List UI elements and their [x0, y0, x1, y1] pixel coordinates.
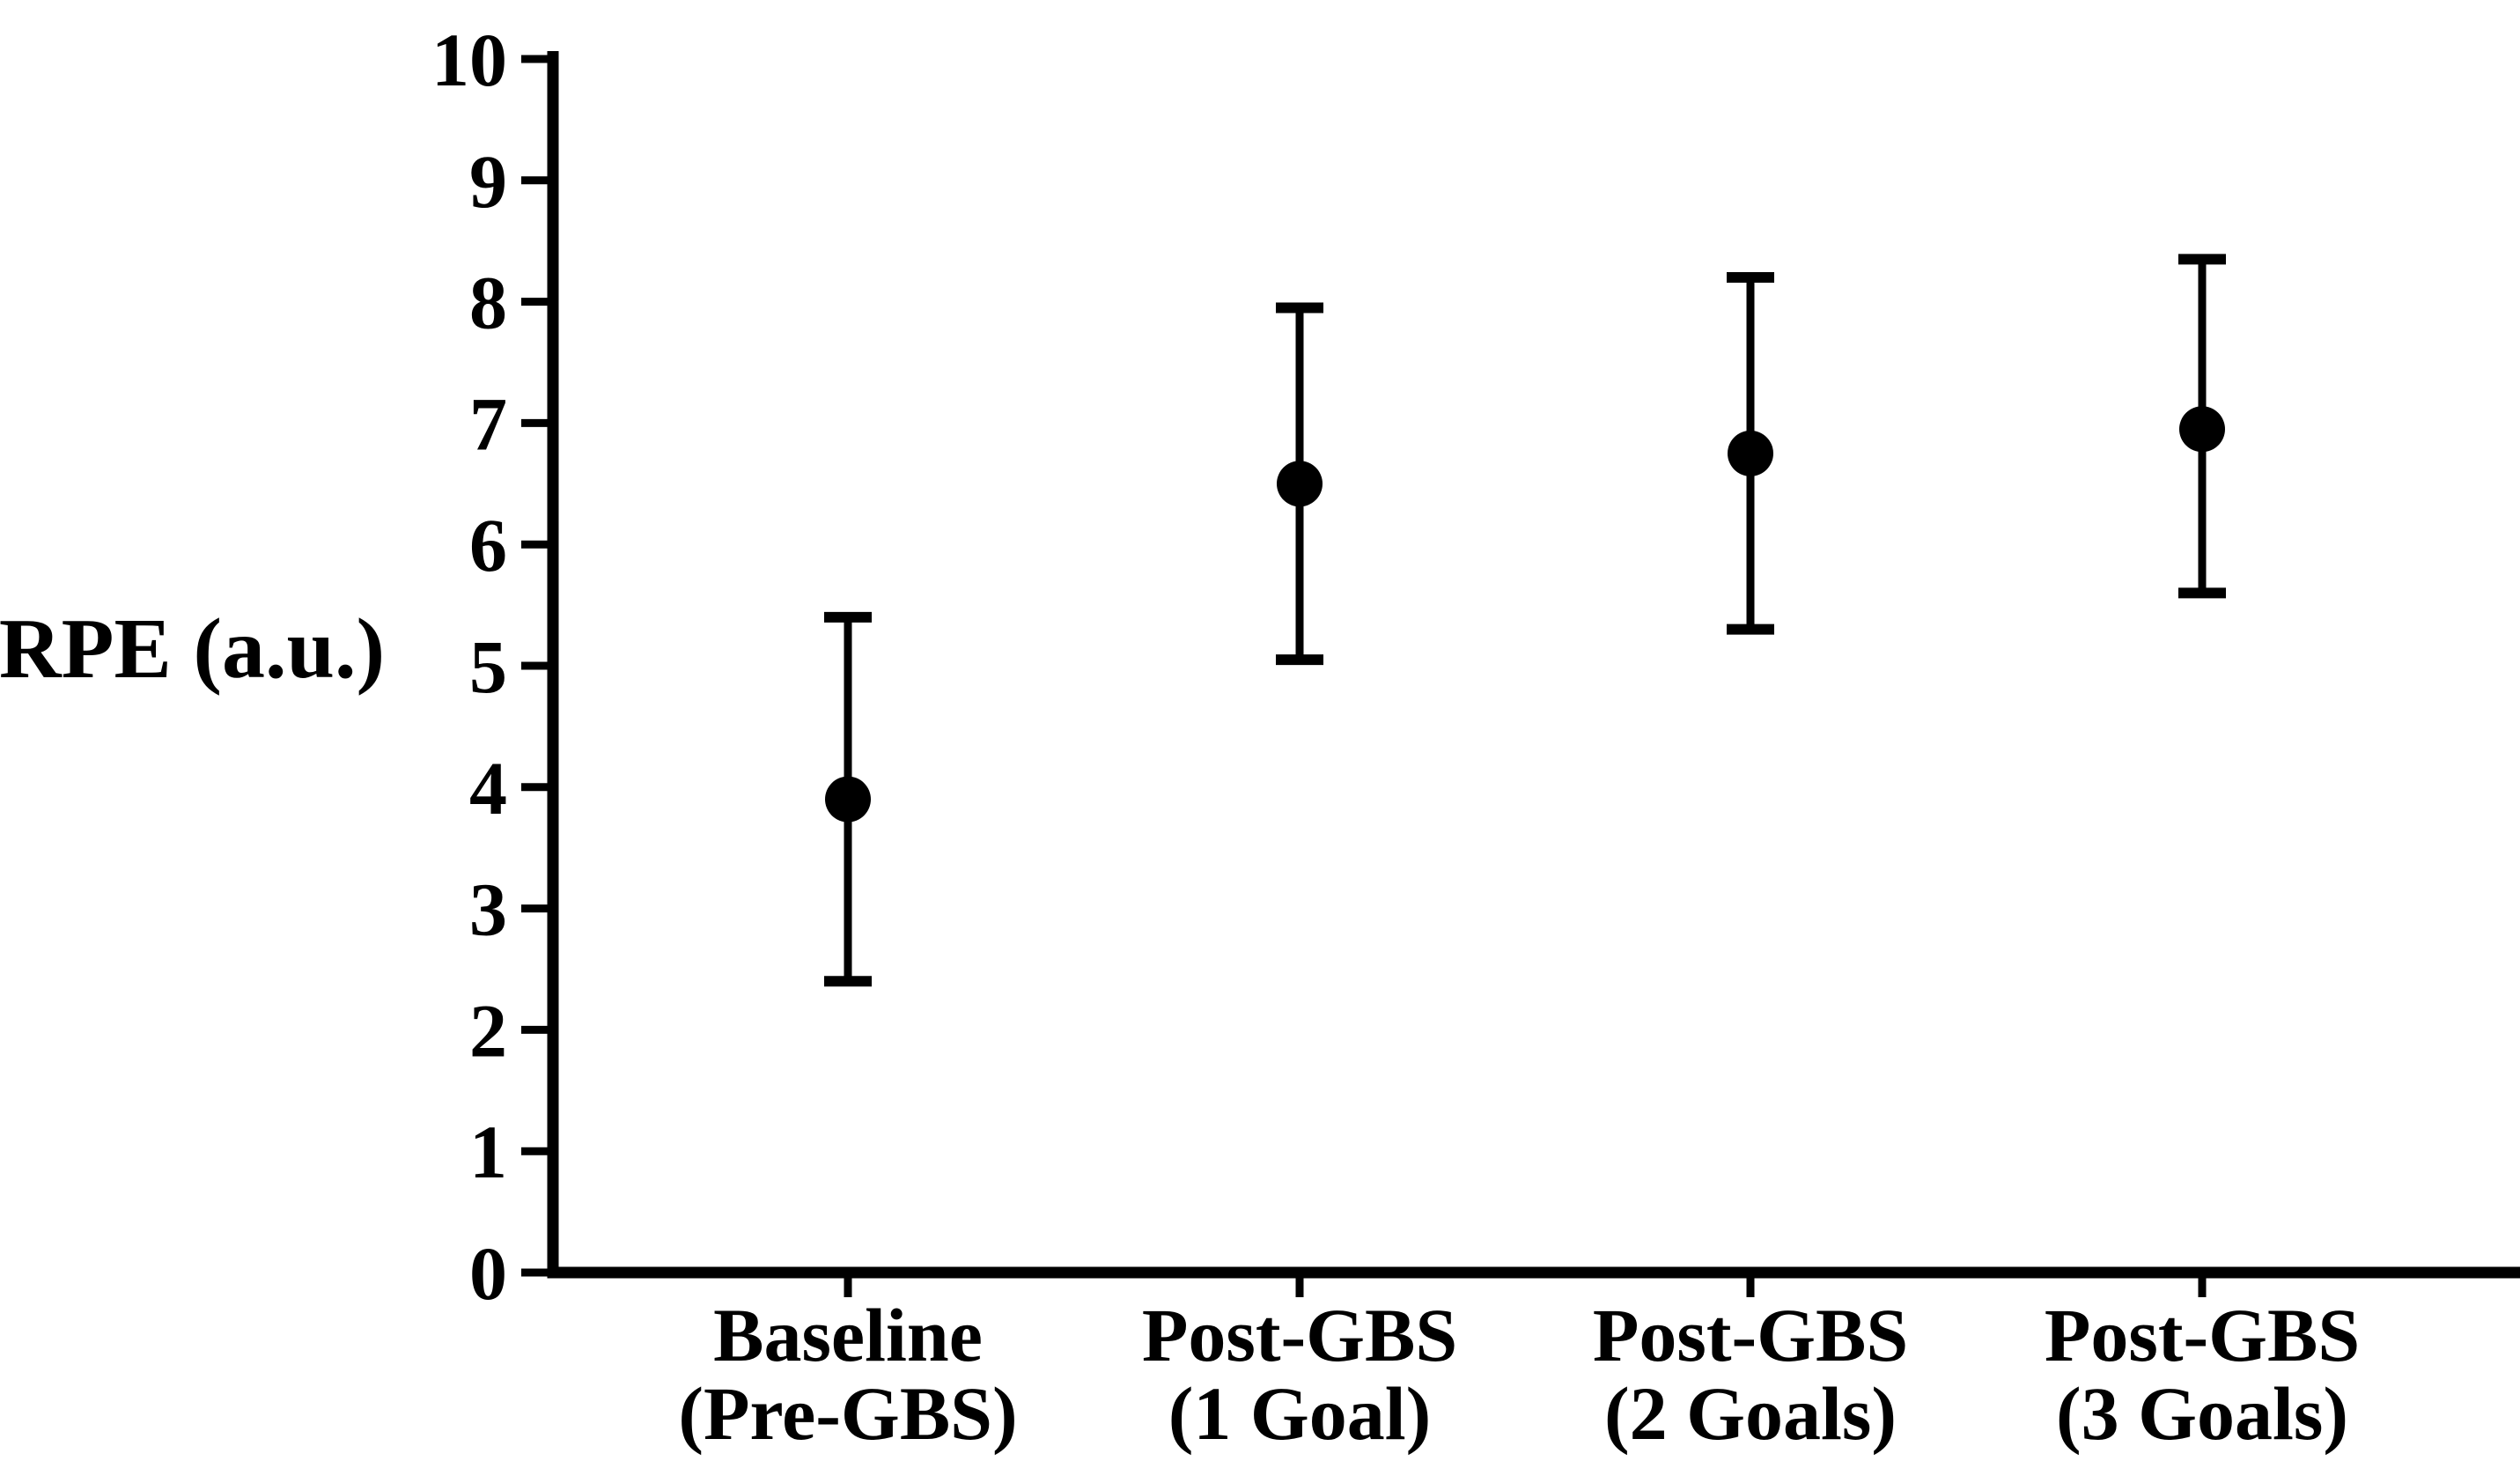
x-category-label-line2: (1 Goal): [1168, 1371, 1432, 1456]
y-tick-label: 7: [469, 381, 507, 466]
y-tick-label: 2: [469, 988, 507, 1073]
x-axis-ticks: Baseline(Pre-GBS)Post-GBS(1 Goal)Post-GB…: [678, 1273, 2360, 1456]
x-category-label-line2: (Pre-GBS): [678, 1371, 1017, 1456]
y-tick-label: 5: [469, 624, 507, 709]
x-category-label-line1: Post-GBS: [1593, 1293, 1908, 1377]
y-tick-label: 8: [469, 261, 507, 345]
y-tick-label: 9: [469, 139, 507, 224]
x-category-label-line1: Post-GBS: [2045, 1293, 2360, 1377]
x-category-label-line1: Baseline: [713, 1293, 983, 1377]
x-category-label-line2: (3 Goals): [2056, 1371, 2348, 1456]
x-category-label-line1: Post-GBS: [1142, 1293, 1457, 1377]
data-point: [2179, 406, 2225, 453]
data-point: [1728, 430, 1773, 476]
y-tick-label: 3: [469, 867, 507, 952]
data-series: [824, 254, 2226, 987]
y-tick-label: 0: [469, 1231, 507, 1316]
y-tick-label: 1: [469, 1110, 507, 1194]
axes: [547, 51, 2520, 1279]
data-point: [825, 776, 871, 823]
y-axis-title: RPE (a.u.): [0, 601, 385, 697]
x-category-label-line2: (2 Goals): [1604, 1371, 1897, 1456]
y-tick-label: 4: [469, 746, 507, 830]
y-axis-ticks: 0 1 2 3 4 5 6 7 8 9 10: [431, 18, 553, 1316]
y-tick-label: 6: [469, 503, 507, 587]
y-tick-label: 10: [431, 18, 507, 102]
data-point: [1277, 461, 1323, 507]
